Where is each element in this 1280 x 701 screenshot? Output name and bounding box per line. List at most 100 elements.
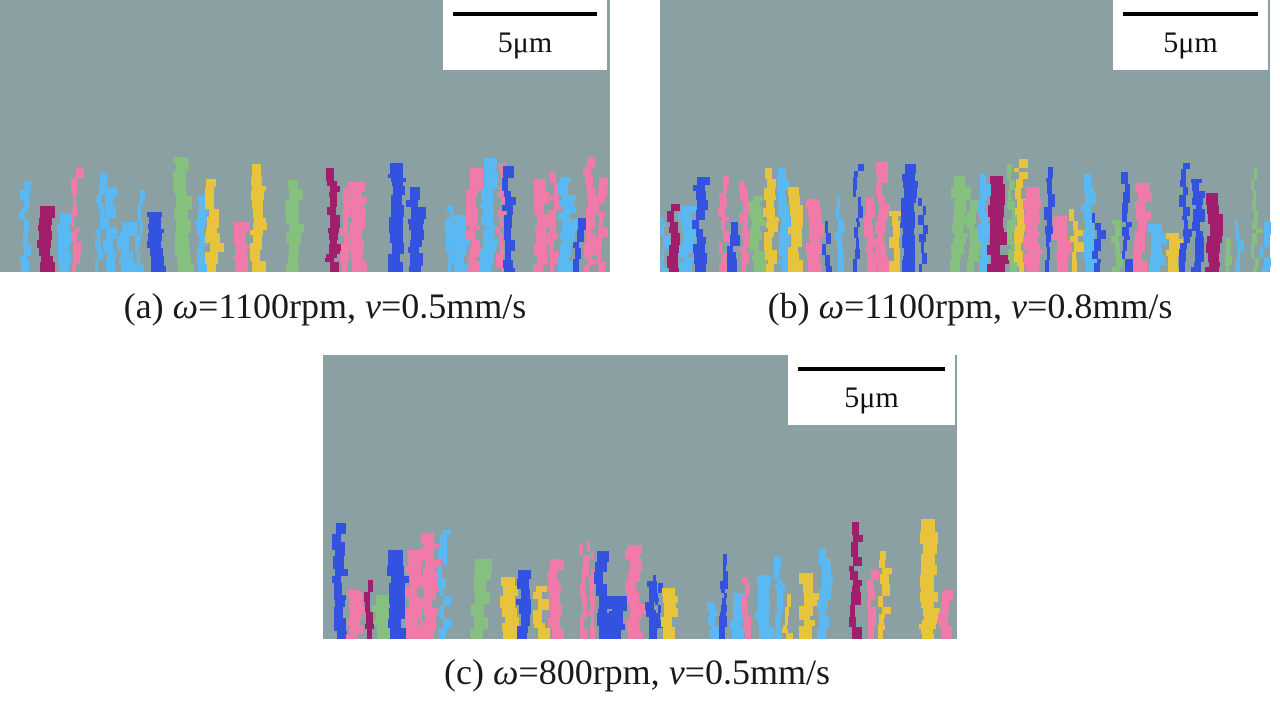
grain [1179, 195, 1186, 207]
grain [1052, 235, 1067, 240]
grain [1184, 237, 1190, 243]
grain [720, 198, 727, 208]
grain [743, 619, 751, 632]
grain [868, 607, 876, 620]
grain [1074, 242, 1084, 252]
grain [1151, 244, 1162, 257]
grain [554, 200, 561, 210]
caption: (a) ω=1100rpm, v=0.5mm/s [124, 286, 527, 326]
grain [1123, 192, 1130, 203]
grain [1226, 247, 1230, 255]
grain [445, 218, 452, 229]
grain [722, 217, 729, 221]
grain [722, 253, 729, 258]
grain [1195, 250, 1204, 262]
grain [656, 613, 660, 620]
grain [671, 233, 680, 245]
grain [38, 225, 51, 231]
grain [121, 264, 137, 272]
grain [1014, 251, 1023, 262]
grains [19, 157, 608, 272]
grain [235, 260, 248, 272]
grain [103, 239, 113, 249]
grain [903, 181, 918, 188]
grain [901, 203, 914, 212]
grain [923, 608, 940, 616]
grain [707, 602, 715, 611]
grain [661, 267, 668, 272]
grain [785, 616, 788, 625]
grain [1045, 226, 1053, 234]
grain [174, 209, 188, 220]
grain [591, 616, 594, 626]
grain [1264, 222, 1271, 235]
grain [921, 242, 924, 253]
grain [711, 626, 719, 630]
grain [808, 262, 822, 272]
grain [388, 262, 403, 272]
caption-part: =0.8mm/s [1027, 286, 1172, 326]
grain [902, 260, 915, 272]
grain [148, 233, 162, 241]
grain [918, 215, 924, 225]
grain [496, 254, 503, 267]
grain [822, 582, 832, 590]
grain [252, 186, 266, 191]
grain [389, 595, 405, 604]
grain [669, 245, 679, 256]
grain [471, 240, 480, 247]
grain [594, 237, 602, 245]
grain [410, 574, 424, 587]
grain [350, 625, 363, 634]
grain [1007, 233, 1012, 241]
grain [440, 535, 447, 548]
grain [1122, 213, 1127, 222]
grain [871, 570, 879, 580]
grain [789, 196, 800, 205]
grain [1023, 237, 1038, 244]
scale-box [1113, 0, 1268, 70]
grain [21, 260, 29, 272]
grain [1053, 227, 1067, 235]
grain [710, 611, 718, 616]
grain [966, 224, 974, 228]
grain [534, 623, 545, 628]
grain [327, 207, 336, 215]
grain [507, 211, 513, 215]
grain [474, 617, 488, 629]
grain [483, 238, 498, 247]
grain [764, 196, 776, 200]
grain [1123, 240, 1127, 251]
grain [708, 616, 715, 626]
grain [481, 216, 493, 225]
grain [424, 592, 436, 600]
grain [654, 628, 657, 639]
grain [765, 168, 772, 179]
grain [905, 164, 916, 174]
grain [1027, 250, 1044, 254]
grain [1151, 233, 1167, 244]
grain [575, 248, 581, 259]
grain [745, 583, 750, 596]
grain [1253, 268, 1257, 272]
grain [742, 264, 746, 272]
grains [660, 159, 1271, 272]
grain [533, 610, 542, 623]
grain [1017, 199, 1028, 208]
grain [71, 232, 77, 242]
grain [1019, 159, 1028, 168]
grain [730, 235, 740, 246]
grain [867, 238, 878, 246]
grain [1182, 216, 1187, 220]
grain [1226, 265, 1229, 272]
grain [663, 236, 670, 249]
grain [199, 203, 209, 211]
grain [95, 229, 101, 236]
grain [981, 254, 989, 258]
grain [1047, 220, 1052, 226]
grain [334, 595, 346, 600]
grain [37, 240, 51, 248]
grain [425, 560, 441, 567]
grain [653, 575, 656, 583]
grain [336, 523, 346, 534]
